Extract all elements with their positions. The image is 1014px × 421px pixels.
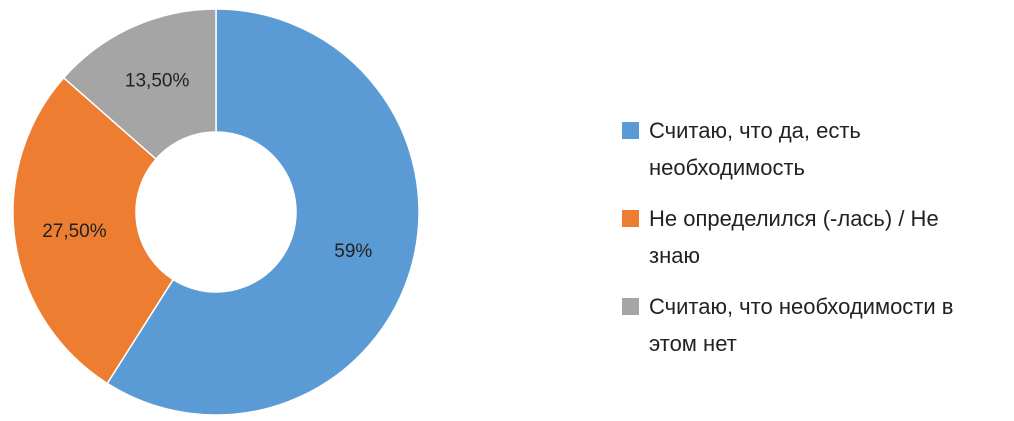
legend-swatch bbox=[622, 210, 639, 227]
legend-label: Считаю, что необходимости в этом нет bbox=[649, 294, 954, 356]
data-label: 13,50% bbox=[125, 71, 190, 92]
donut-slice bbox=[12, 76, 175, 385]
donut-slice bbox=[62, 8, 217, 161]
donut-slice bbox=[106, 8, 420, 416]
legend-label: Считаю, что да, есть необходимость bbox=[649, 118, 861, 180]
legend: Считаю, что да, есть необходимость Не опр… bbox=[622, 112, 992, 376]
data-label: 59% bbox=[334, 241, 372, 262]
legend-swatch bbox=[622, 122, 639, 139]
legend-item: Не определился (-лась) / Не знаю bbox=[622, 200, 992, 274]
legend-item: Считаю, что да, есть необходимость bbox=[622, 112, 992, 186]
legend-item: Считаю, что необходимости в этом нет bbox=[622, 288, 992, 362]
legend-label: Не определился (-лась) / Не знаю bbox=[649, 206, 939, 268]
legend-swatch bbox=[622, 298, 639, 315]
data-label: 27,50% bbox=[42, 221, 107, 242]
